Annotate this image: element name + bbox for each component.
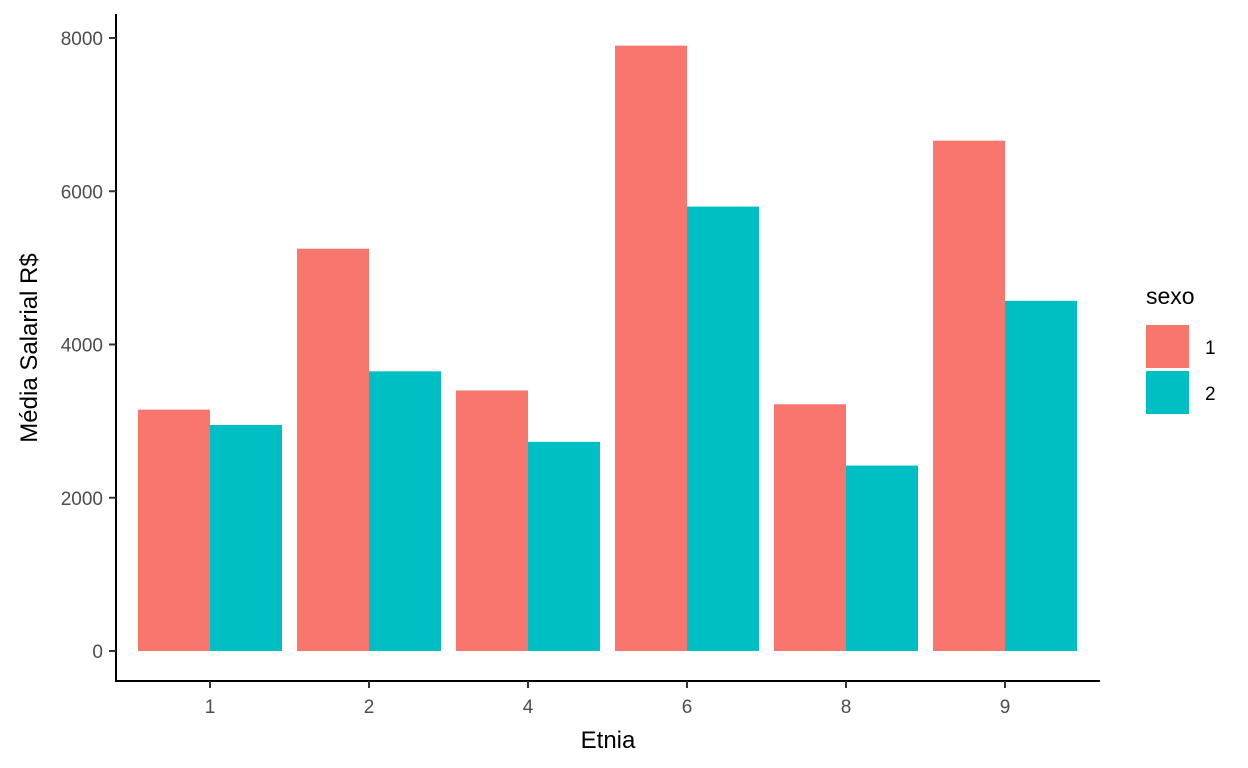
legend-label-2: 2 (1205, 384, 1216, 405)
x-tick-label: 1 (205, 697, 216, 718)
y-tick-label: 4000 (61, 336, 103, 357)
bar-etnia-2-sexo-2 (369, 371, 441, 651)
legend-label-1: 1 (1205, 338, 1216, 359)
legend-swatch-1 (1146, 325, 1189, 368)
legend: sexo 1 2 (1146, 283, 1216, 414)
legend-swatch-2 (1146, 371, 1189, 414)
bar-etnia-1-sexo-2 (210, 424, 282, 651)
y-tick-label: 0 (92, 642, 103, 663)
x-ticks-group: 1 2 4 6 8 9 (205, 681, 1011, 718)
x-axis-title: Etnia (581, 727, 636, 754)
bar-etnia-4-sexo-2 (528, 441, 600, 651)
y-tick-label: 6000 (61, 182, 103, 203)
bar-etnia-2-sexo-1 (297, 248, 369, 651)
y-ticks-group: 0 2000 4000 6000 8000 (61, 29, 116, 663)
x-tick-label: 8 (841, 697, 852, 718)
bar-etnia-1-sexo-1 (138, 409, 210, 651)
y-axis-title: Média Salarial R$ (16, 253, 43, 442)
y-tick-label: 2000 (61, 489, 103, 510)
bar-etnia-4-sexo-1 (456, 390, 528, 651)
bar-etnia-6-sexo-2 (687, 206, 759, 651)
x-tick-label: 9 (1000, 697, 1011, 718)
bar-etnia-6-sexo-1 (615, 45, 687, 652)
bar-etnia-9-sexo-1 (933, 140, 1005, 652)
legend-title: sexo (1146, 283, 1195, 309)
bars-group (138, 45, 1077, 652)
bar-etnia-8-sexo-2 (846, 465, 918, 651)
bar-etnia-9-sexo-2 (1005, 300, 1077, 651)
x-tick-label: 6 (682, 697, 693, 718)
x-tick-label: 4 (523, 697, 534, 718)
bar-etnia-8-sexo-1 (774, 404, 846, 651)
x-tick-label: 2 (364, 697, 375, 718)
y-tick-label: 8000 (61, 29, 103, 50)
